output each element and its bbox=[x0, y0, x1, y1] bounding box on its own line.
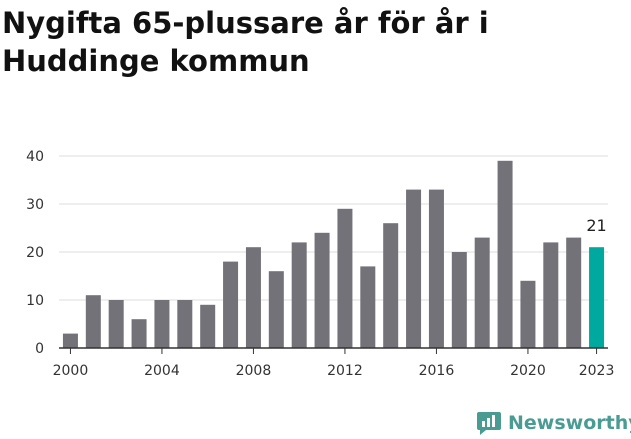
bar bbox=[497, 160, 513, 348]
brand-logo[interactable]: Newsworthy bbox=[476, 408, 631, 438]
bar bbox=[589, 247, 605, 348]
x-tick-label: 2004 bbox=[144, 363, 180, 379]
chart-title: Nygifta 65-plussare år för år i Huddinge… bbox=[2, 6, 489, 78]
x-axis bbox=[59, 347, 608, 354]
x-axis-labels: 2000 2004 2008 2012 2016 2020 2023 bbox=[53, 363, 615, 379]
bar bbox=[245, 247, 261, 348]
bar bbox=[406, 189, 422, 348]
bar bbox=[383, 223, 399, 348]
highlight-value-label: 21 bbox=[586, 216, 606, 235]
annotations: 21 bbox=[586, 216, 606, 235]
bar bbox=[108, 300, 124, 348]
bar bbox=[200, 304, 216, 348]
bar-series bbox=[62, 160, 605, 348]
bar bbox=[520, 280, 536, 348]
bar bbox=[360, 266, 376, 348]
x-tick-label: 2012 bbox=[327, 363, 363, 379]
y-tick-label: 30 bbox=[26, 197, 44, 213]
bar bbox=[154, 300, 170, 348]
x-tick-label: 2016 bbox=[419, 363, 455, 379]
y-axis-labels: 0 10 20 30 40 bbox=[26, 149, 44, 357]
brand-name: Newsworthy bbox=[508, 412, 631, 434]
bar bbox=[268, 271, 284, 348]
bar bbox=[291, 242, 307, 348]
bar bbox=[566, 237, 582, 348]
y-tick-label: 0 bbox=[35, 341, 44, 357]
bar bbox=[543, 242, 559, 348]
bar bbox=[85, 295, 101, 348]
grid-lines bbox=[59, 155, 608, 301]
newsworthy-logo-icon bbox=[477, 412, 501, 435]
x-tick-label: 2008 bbox=[236, 363, 272, 379]
bar bbox=[314, 232, 330, 348]
bar bbox=[131, 319, 147, 348]
x-tick-label: 2020 bbox=[510, 363, 546, 379]
y-tick-label: 10 bbox=[26, 293, 44, 309]
bar bbox=[428, 189, 444, 348]
bar-chart: 0 10 20 30 40 2000 2004 2008 2012 2016 2020 2023 2… bbox=[26, 149, 615, 379]
bar bbox=[223, 261, 239, 348]
x-tick-label: 2023 bbox=[579, 363, 615, 379]
bar bbox=[177, 300, 193, 348]
bar bbox=[451, 252, 467, 348]
x-tick-label: 2000 bbox=[53, 363, 89, 379]
y-tick-label: 40 bbox=[26, 149, 44, 165]
bar bbox=[337, 208, 353, 348]
y-tick-label: 20 bbox=[26, 245, 44, 261]
bar bbox=[62, 333, 78, 348]
bar bbox=[474, 237, 490, 348]
